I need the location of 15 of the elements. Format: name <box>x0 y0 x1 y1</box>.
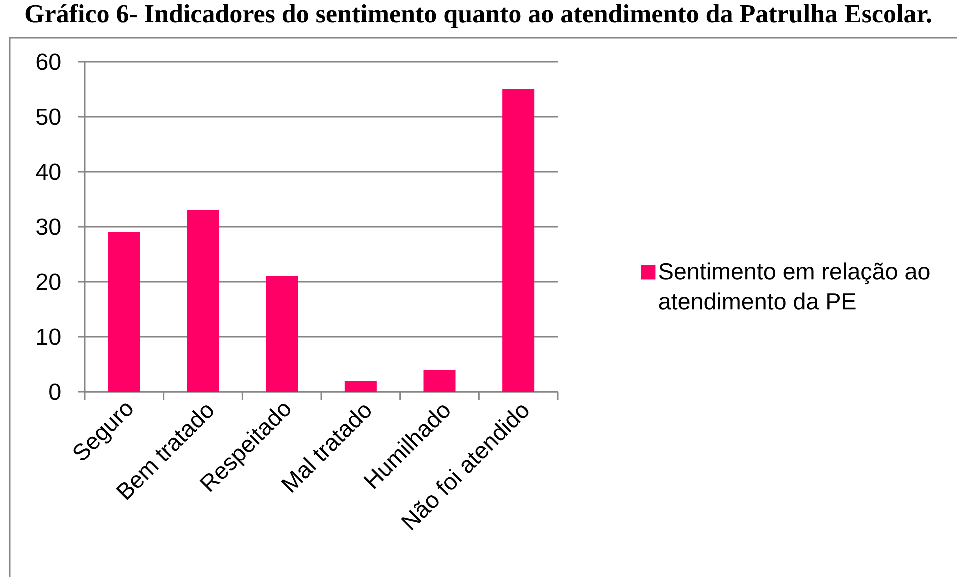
bar <box>108 232 140 392</box>
bar <box>424 370 456 392</box>
y-tick-label: 40 <box>36 164 61 180</box>
legend-label: Sentimento em relação ao atendimento da PE <box>659 262 930 310</box>
y-tick-label: 0 <box>50 384 61 400</box>
chart-title: Gráfico 6- Indicadores do sentimento quanto ao atendimento da Patrulha Escolar. <box>26 4 932 28</box>
bar <box>344 380 377 392</box>
bar <box>187 210 220 392</box>
bar <box>502 89 535 392</box>
y-tick-label: 60 <box>36 54 61 70</box>
y-tick-label: 20 <box>36 274 61 290</box>
bar <box>266 276 298 392</box>
y-tick-label: 50 <box>36 108 61 126</box>
y-tick-label: 30 <box>36 218 61 236</box>
y-tick-label: 10 <box>37 328 61 346</box>
